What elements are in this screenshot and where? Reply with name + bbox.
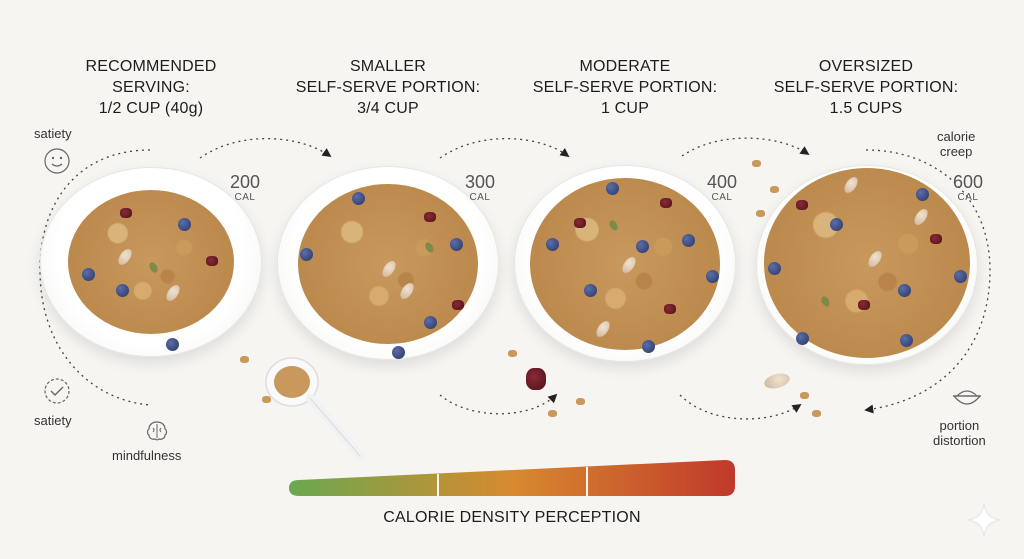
granola-crumb xyxy=(240,356,249,363)
heading-line: SELF-SERVE PORTION: xyxy=(773,79,959,96)
satiety-label-top: satiety xyxy=(34,126,72,141)
portion-distortion-line: distortion xyxy=(933,433,986,448)
measuring-spoon xyxy=(265,357,365,461)
blueberry xyxy=(166,338,179,351)
blueberry xyxy=(352,192,365,205)
blueberry xyxy=(636,240,649,253)
blueberry xyxy=(916,188,929,201)
brain-icon xyxy=(146,421,168,441)
blueberry xyxy=(584,284,597,297)
cranberry xyxy=(664,304,676,314)
heading-line: SELF-SERVE PORTION: xyxy=(295,79,481,96)
portion-distortion-line: portion xyxy=(939,418,980,433)
calorie-label-200: 200 CAL xyxy=(230,172,260,204)
granola-crumb xyxy=(508,350,517,357)
granola-crumb xyxy=(262,396,271,403)
cranberry xyxy=(796,200,808,210)
blueberry xyxy=(300,248,313,261)
granola-crumb xyxy=(548,410,557,417)
blueberry xyxy=(706,270,719,283)
heading-line: OVERSIZED xyxy=(818,58,914,75)
heading-moderate: MODERATE SELF-SERVE PORTION: 1 CUP xyxy=(533,56,718,119)
blueberry xyxy=(900,334,913,347)
blueberry xyxy=(830,218,843,231)
heading-oversized: OVERSIZED SELF-SERVE PORTION: 1.5 CUPS xyxy=(774,56,959,119)
calorie-unit: CAL xyxy=(469,192,491,203)
granola-crumb xyxy=(576,398,585,405)
calorie-density-scale xyxy=(289,460,735,496)
heading-line: RECOMMENDED xyxy=(85,58,217,75)
blueberry xyxy=(954,270,967,283)
heading-line: SELF-SERVE PORTION: xyxy=(532,79,718,96)
calorie-value: 400 xyxy=(706,172,738,192)
heading-smaller: SMALLER SELF-SERVE PORTION: 3/4 CUP xyxy=(296,56,481,119)
blueberry xyxy=(642,340,655,353)
calorie-unit: CAL xyxy=(957,192,979,203)
granola-crumb xyxy=(752,160,761,167)
heading-line: SERVING: xyxy=(112,79,190,96)
cranberry xyxy=(424,212,436,222)
calorie-value: 200 xyxy=(229,172,261,192)
heading-line: 1 CUP xyxy=(600,100,650,117)
blueberry xyxy=(116,284,129,297)
heading-line: SMALLER xyxy=(349,58,427,75)
calorie-value: 600 xyxy=(952,172,984,192)
granola-crumb xyxy=(756,210,765,217)
blueberry xyxy=(546,238,559,251)
check-badge-icon xyxy=(44,378,70,404)
heading-recommended: RECOMMENDED SERVING: 1/2 CUP (40g) xyxy=(85,56,216,119)
heading-line: 1.5 CUPS xyxy=(829,100,903,117)
heading-line: MODERATE xyxy=(579,58,671,75)
cranberry xyxy=(526,368,546,390)
granola-crumb xyxy=(812,410,821,417)
blueberry xyxy=(450,238,463,251)
heading-line: 1/2 CUP (40g) xyxy=(98,100,204,117)
granola-crumb xyxy=(770,186,779,193)
calorie-creep-label: calorie creep xyxy=(937,129,975,159)
mindfulness-label: mindfulness xyxy=(112,448,182,463)
blueberry xyxy=(898,284,911,297)
portion-distortion-label: portion distortion xyxy=(933,418,986,448)
blueberry xyxy=(606,182,619,195)
blueberry xyxy=(178,218,191,231)
calorie-value: 300 xyxy=(464,172,496,192)
cranberry xyxy=(452,300,464,310)
bowl-icon xyxy=(952,390,982,405)
cranberry xyxy=(930,234,942,244)
calorie-unit: CAL xyxy=(234,192,256,203)
smiley-icon xyxy=(44,148,70,174)
calorie-unit: CAL xyxy=(711,192,733,203)
blueberry xyxy=(424,316,437,329)
cranberry xyxy=(660,198,672,208)
cranberry xyxy=(206,256,218,266)
cranberry xyxy=(574,218,586,228)
satiety-label-bottom: satiety xyxy=(34,413,72,428)
cranberry xyxy=(120,208,132,218)
blueberry xyxy=(682,234,695,247)
calorie-label-600: 600 CAL xyxy=(953,172,983,204)
cranberry xyxy=(858,300,870,310)
calorie-creep-line: creep xyxy=(939,144,973,159)
scale-title: CALORIE DENSITY PERCEPTION xyxy=(383,509,641,526)
calorie-label-400: 400 CAL xyxy=(707,172,737,204)
granola-crumb xyxy=(800,392,809,399)
blueberry xyxy=(796,332,809,345)
blueberry xyxy=(768,262,781,275)
heading-line: 3/4 CUP xyxy=(357,100,419,117)
calorie-creep-line: calorie xyxy=(937,129,976,144)
calorie-label-300: 300 CAL xyxy=(465,172,495,204)
blueberry xyxy=(82,268,95,281)
blueberry xyxy=(392,346,405,359)
sparkle-icon xyxy=(967,503,1001,537)
